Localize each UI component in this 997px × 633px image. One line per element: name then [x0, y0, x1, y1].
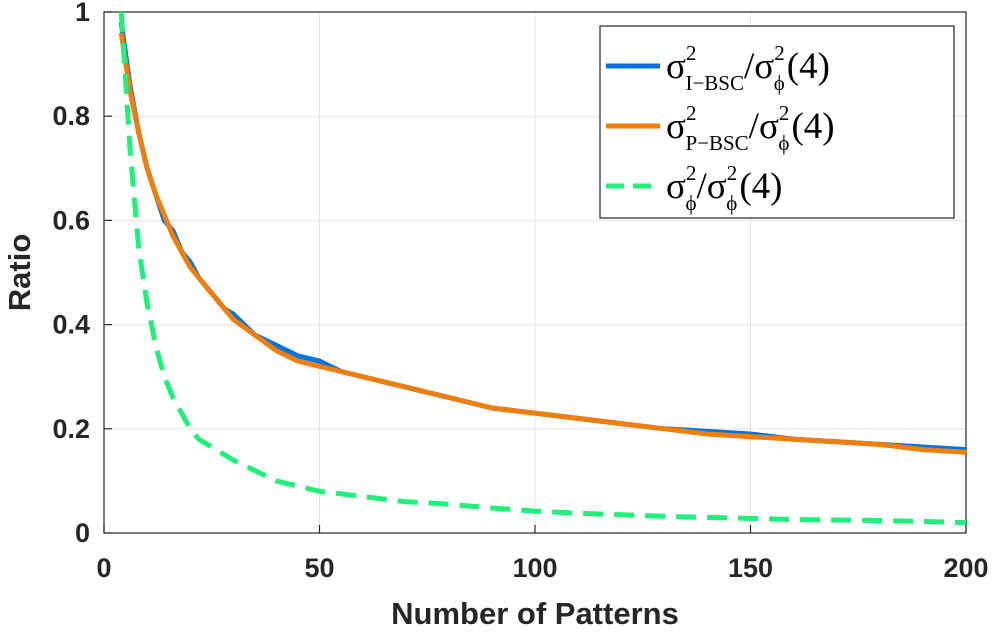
- x-tick-label: 200: [943, 553, 988, 583]
- y-tick-label: 1: [75, 0, 90, 27]
- x-tick-label: 100: [512, 553, 557, 583]
- y-tick-label: 0.8: [52, 101, 90, 131]
- x-tick-label: 150: [728, 553, 773, 583]
- series-line-phi: [118, 11, 967, 526]
- y-axis-label: Ratio: [2, 234, 37, 312]
- x-tick-label: 0: [96, 553, 111, 583]
- series-layer: [118, 11, 967, 526]
- legend-entry-i-bsc: σ2 I−BSC/σ2 ϕ(4): [666, 41, 830, 95]
- x-tick-label: 50: [304, 553, 334, 583]
- y-tick-label: 0.2: [52, 414, 90, 444]
- legend: σ2 I−BSC/σ2 ϕ(4) σ2 P−BSC/σ2 ϕ(4) σ2 ϕ/σ2 ϕ(4): [599, 25, 955, 219]
- y-tick-label: 0.6: [52, 205, 90, 235]
- series-line-p-bsc: [118, 32, 967, 455]
- y-tick-label: 0.4: [52, 310, 90, 340]
- tick-layer: 0 50 100 150 200 0 0.2 0.4 0.6 0.8 1: [52, 0, 988, 583]
- legend-box: [599, 25, 955, 219]
- legend-entry-p-bsc: σ2 P−BSC/σ2 ϕ(4): [666, 101, 835, 155]
- legend-entry-phi: σ2 ϕ/σ2 ϕ(4): [666, 161, 782, 215]
- y-tick-label: 0: [75, 518, 90, 548]
- x-axis-label: Number of Patterns: [391, 596, 679, 631]
